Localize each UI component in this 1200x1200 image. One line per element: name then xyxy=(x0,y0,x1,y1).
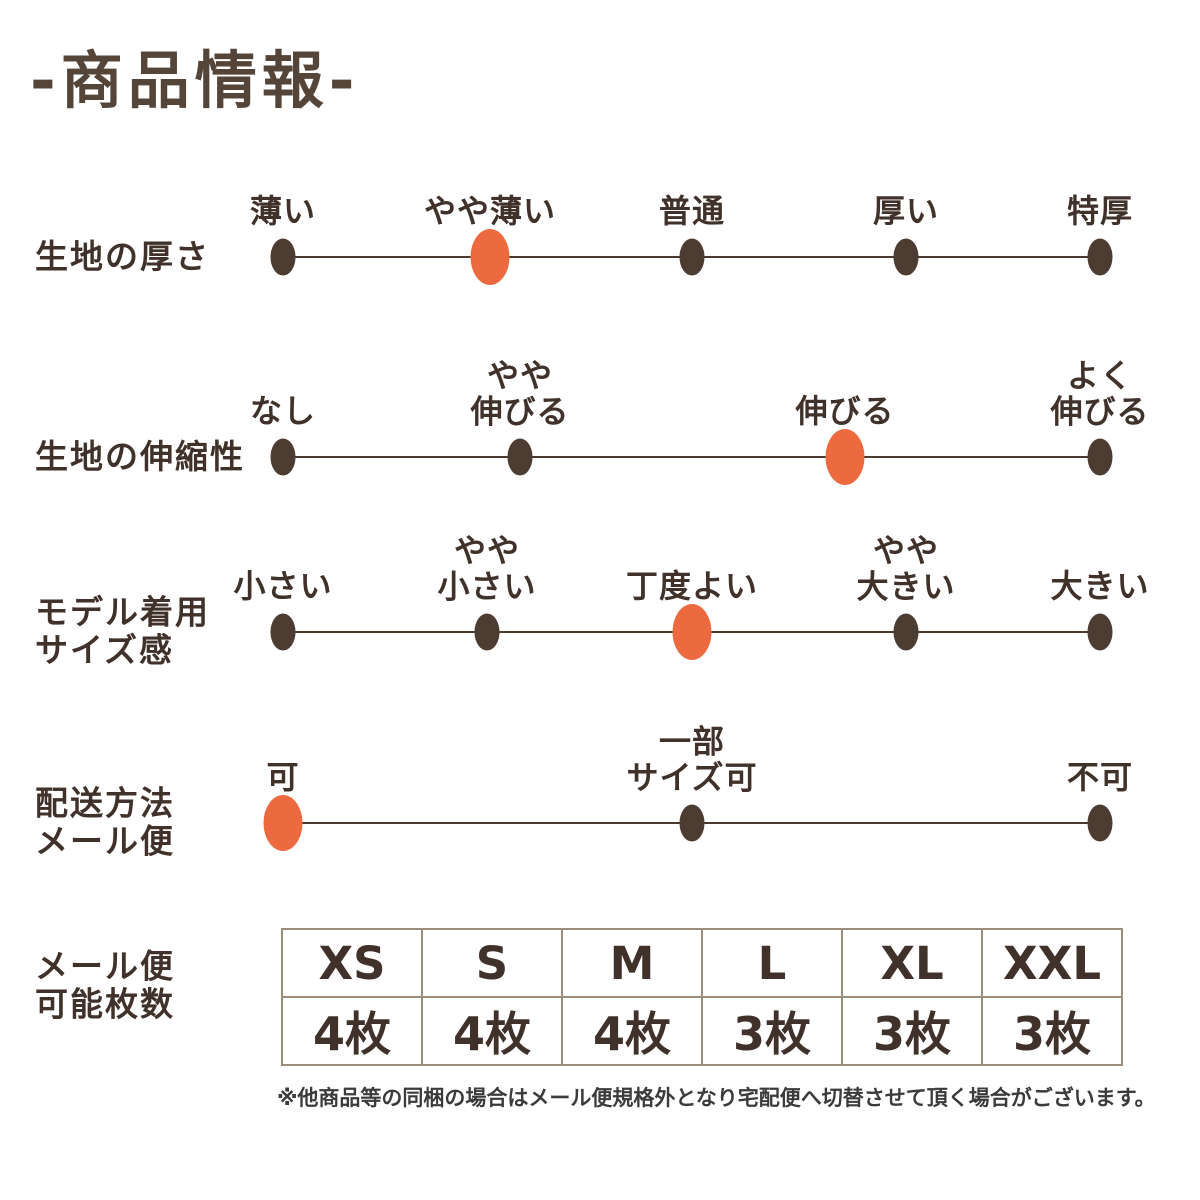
table-value-cell: 4枚 xyxy=(561,996,703,1066)
scale-point-label: 一部 サイズ可 xyxy=(626,722,758,797)
table-value-cell: 4枚 xyxy=(421,996,563,1066)
scale-dot xyxy=(893,238,919,276)
scale-point-label: 厚い xyxy=(872,192,940,231)
scale-dot xyxy=(1087,804,1113,842)
scale-row-label: 配送方法 メール便 xyxy=(35,783,175,861)
scale-point-label: 普通 xyxy=(658,192,726,231)
scale-dot xyxy=(474,613,500,651)
scale-dot xyxy=(270,238,296,276)
scale-point-label: 特厚 xyxy=(1066,192,1134,231)
scale-dot-selected xyxy=(263,795,303,851)
scale-dot xyxy=(1087,238,1113,276)
table-header-cell: XXL xyxy=(981,928,1123,998)
table-header-cell: L xyxy=(701,928,843,998)
table-row-label: メール便 可能枚数 xyxy=(35,946,175,1024)
scale-dot-selected xyxy=(825,429,865,485)
scale-row-label: 生地の厚さ xyxy=(35,236,210,276)
scale-dot xyxy=(1087,613,1113,651)
scale-point-label: やや 大きい xyxy=(856,531,956,606)
scale-line xyxy=(283,456,1100,458)
scale-point-label: やや 小さい xyxy=(437,531,537,606)
scale-point-label: 伸びる xyxy=(795,392,895,431)
scale-point-label: なし xyxy=(249,392,317,431)
page-title: -商品情報- xyxy=(30,44,360,117)
scale-point-label: やや 伸びる xyxy=(470,356,570,431)
scale-point-label: 丁度よい xyxy=(625,567,759,606)
scale-dot xyxy=(679,238,705,276)
scale-dot xyxy=(270,613,296,651)
table-value-cell: 3枚 xyxy=(701,996,843,1066)
scale-dot xyxy=(270,438,296,476)
scale-dot-selected xyxy=(672,604,712,660)
scale-point-label: やや薄い xyxy=(423,192,557,231)
table-header-cell: M xyxy=(561,928,703,998)
scale-dot xyxy=(1087,438,1113,476)
scale-dot xyxy=(507,438,533,476)
scale-point-label: 可 xyxy=(266,758,300,797)
mail-capacity-table: XS S M L XL XXL 4枚 4枚 4枚 3枚 3枚 3枚 xyxy=(281,928,1123,1066)
scale-point-label: 大きい xyxy=(1050,567,1150,606)
scale-point-label: 薄い xyxy=(249,192,317,231)
table-header-cell: S xyxy=(421,928,563,998)
scale-point-label: よく 伸びる xyxy=(1050,356,1150,431)
table-value-cell: 4枚 xyxy=(281,996,423,1066)
scale-dot xyxy=(679,804,705,842)
scale-row-label: 生地の伸縮性 xyxy=(35,436,245,476)
scale-dot xyxy=(893,613,919,651)
table-value-cell: 3枚 xyxy=(981,996,1123,1066)
table-header-cell: XL xyxy=(841,928,983,998)
scale-dot-selected xyxy=(470,229,510,285)
scale-point-label: 小さい xyxy=(233,567,333,606)
scale-row-label: モデル着用 サイズ感 xyxy=(35,592,210,670)
table-header-cell: XS xyxy=(281,928,423,998)
footnote: ※他商品等の同梱の場合はメール便規格外となり宅配便へ切替させて頂く場合がございま… xyxy=(277,1086,1156,1110)
table-value-cell: 3枚 xyxy=(841,996,983,1066)
scale-point-label: 不可 xyxy=(1066,758,1134,797)
